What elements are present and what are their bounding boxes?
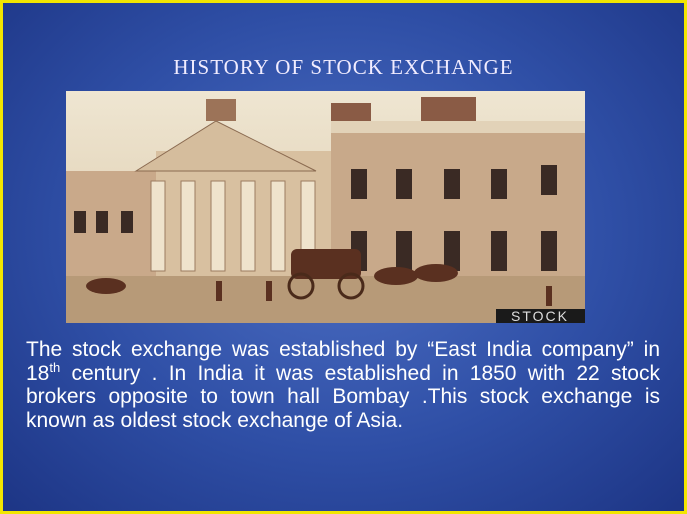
watermark: STOCK: [511, 308, 569, 323]
body-text: The stock exchange was established by “E…: [26, 338, 660, 432]
body-part: The stock exchange was established by “E…: [26, 338, 660, 385]
superscript: th: [49, 359, 61, 375]
building-picture: STOCK: [66, 91, 585, 323]
body-part: century . In India it was established in…: [26, 361, 660, 432]
slide-title: HISTORY OF STOCK EXCHANGE: [173, 55, 514, 79]
